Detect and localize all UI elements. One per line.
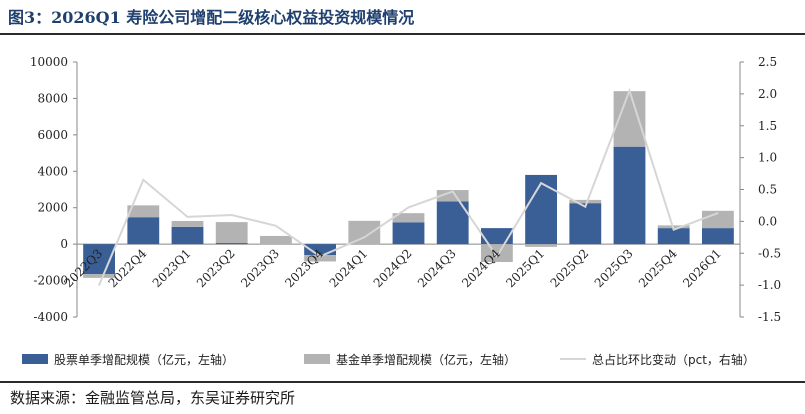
- right-axis-tick-label: -1.5: [758, 310, 781, 324]
- x-tick-label: 2023Q1: [150, 246, 194, 290]
- bar-stock: [480, 228, 513, 245]
- line-point: [363, 236, 366, 239]
- left-axis-tick-label: 6000: [37, 128, 68, 142]
- line-series: [98, 87, 719, 286]
- left-axis-tick-label: 4000: [37, 164, 68, 178]
- bar-stock: [215, 243, 248, 245]
- legend-label: 股票单季增配规模（亿元，左轴）: [54, 352, 234, 367]
- bar-stock: [171, 226, 204, 245]
- x-tick-label: 2023Q2: [194, 246, 238, 290]
- bar-fund: [215, 222, 248, 244]
- legend: 股票单季增配规模（亿元，左轴） 基金单季增配规模（亿元，左轴） 总占比环比变动（pc…: [22, 352, 755, 367]
- left-axis-tick-label: 8000: [37, 91, 68, 105]
- legend-label: 基金单季增配规模（亿元，左轴）: [336, 352, 516, 367]
- bar-fund: [392, 213, 425, 223]
- line-point: [584, 205, 587, 208]
- right-axis-tick-label: 2.5: [758, 55, 777, 69]
- line-point: [717, 212, 719, 214]
- bar-fund: [569, 199, 602, 204]
- line-point: [628, 89, 631, 92]
- right-axis-tick-label: 0.0: [758, 214, 777, 228]
- x-tick-label: 2025Q3: [592, 246, 636, 290]
- line-point: [142, 179, 145, 181]
- bar-fund: [525, 244, 558, 247]
- x-tick-label: 2026Q1: [680, 246, 724, 290]
- line-point: [540, 182, 542, 184]
- axes: -4000 -2000 0 2000 4000 6000 8000 10000 -1.5 -1.0…: [30, 55, 781, 324]
- left-axis-tick-label: 2000: [37, 201, 68, 215]
- legend-label: 总占比环比变动（pct，右轴）: [592, 352, 755, 367]
- line-point: [98, 284, 100, 286]
- x-tick-label: 2025Q2: [548, 246, 592, 290]
- line-point: [672, 228, 675, 231]
- x-tick-label: 2024Q3: [415, 246, 459, 290]
- right-axis-tick-label: 1.5: [758, 119, 777, 133]
- bar-fund: [259, 235, 292, 245]
- right-axis-tick-label: -0.5: [758, 246, 781, 260]
- line-point: [496, 255, 498, 258]
- bar-fund: [304, 255, 337, 262]
- legend-swatch: [304, 354, 330, 364]
- bar-fund: [480, 244, 513, 262]
- bar-stock: [657, 228, 690, 245]
- line-point: [407, 206, 410, 209]
- line-point: [275, 225, 277, 227]
- bar-stock: [304, 244, 337, 256]
- source-note: 数据来源：金融监管总局，东吴证券研究所: [10, 389, 296, 407]
- line-point: [319, 255, 321, 258]
- bar-fund: [348, 220, 381, 245]
- right-axis-tick-label: 1.0: [758, 151, 777, 165]
- x-tick-label: 2025Q4: [636, 246, 680, 290]
- bar-stock: [525, 174, 558, 245]
- line-point: [230, 214, 233, 216]
- x-tick-label: 2023Q3: [238, 246, 282, 290]
- right-axis-tick-label: -1.0: [758, 278, 781, 292]
- chart-title: 图3：2026Q1 寿险公司增配二级核心权益投资规模情况: [8, 8, 415, 27]
- bar-fund: [83, 274, 116, 278]
- line-point: [186, 216, 189, 218]
- source-rule: [0, 381, 805, 383]
- left-axis-tick-label: 0: [60, 237, 68, 251]
- left-axis-tick-label: -4000: [33, 310, 68, 324]
- line-point: [451, 190, 454, 193]
- right-axis-tick-label: 0.5: [758, 183, 777, 197]
- bar-fund: [171, 221, 204, 227]
- left-axis-tick-label: -2000: [33, 274, 68, 288]
- left-axis-tick-label: 10000: [30, 55, 68, 69]
- x-tick-label: 2024Q2: [371, 246, 415, 290]
- bar-stock: [569, 203, 602, 245]
- title-rule: [0, 33, 805, 35]
- bar-stock: [613, 146, 646, 245]
- bar-stock: [701, 228, 734, 245]
- legend-swatch: [22, 354, 48, 364]
- bar-stock: [392, 222, 425, 245]
- right-axis-tick-label: 2.0: [758, 87, 777, 101]
- bar-line-chart: -4000 -2000 0 2000 4000 6000 8000 10000 -1.5 -1.0…: [22, 55, 781, 367]
- x-tick-labels: 2022Q3 2022Q4 2023Q1 2023Q2 2023Q3 2023Q4 2024…: [61, 246, 724, 290]
- bar-fund: [436, 190, 469, 202]
- bar-fund: [127, 205, 160, 218]
- bar-stock: [127, 217, 160, 245]
